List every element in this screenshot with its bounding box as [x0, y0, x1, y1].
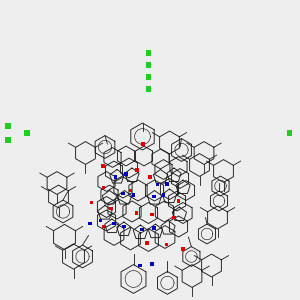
Bar [113, 175, 118, 179]
Bar [172, 215, 176, 219]
Bar [166, 182, 170, 185]
Bar [101, 185, 106, 190]
Bar [139, 264, 142, 268]
Bar [112, 221, 116, 226]
Bar [124, 172, 128, 176]
Bar [24, 130, 30, 136]
Bar [89, 200, 94, 205]
Bar [146, 50, 151, 56]
Bar [101, 164, 105, 168]
Bar [146, 74, 151, 80]
Bar [142, 142, 145, 146]
Bar [101, 224, 106, 229]
Bar [152, 194, 156, 199]
Bar [135, 211, 139, 215]
Bar [162, 193, 166, 197]
Bar [287, 130, 292, 136]
Bar [148, 175, 152, 179]
Bar [146, 62, 151, 68]
Bar [5, 123, 11, 129]
Bar [122, 224, 126, 229]
Bar [146, 86, 151, 92]
Bar [136, 169, 140, 172]
Bar [176, 199, 181, 203]
Bar [5, 137, 11, 143]
Bar [151, 262, 154, 266]
Bar [152, 226, 156, 230]
Bar [88, 221, 92, 226]
Bar [145, 241, 149, 245]
Bar [99, 218, 103, 223]
Bar [132, 193, 136, 197]
Bar [121, 191, 125, 196]
Bar [129, 188, 133, 193]
Bar [151, 212, 154, 217]
Bar [181, 247, 185, 251]
Bar [109, 206, 113, 211]
Bar [165, 242, 169, 247]
Bar [140, 227, 144, 232]
Bar [156, 182, 160, 186]
